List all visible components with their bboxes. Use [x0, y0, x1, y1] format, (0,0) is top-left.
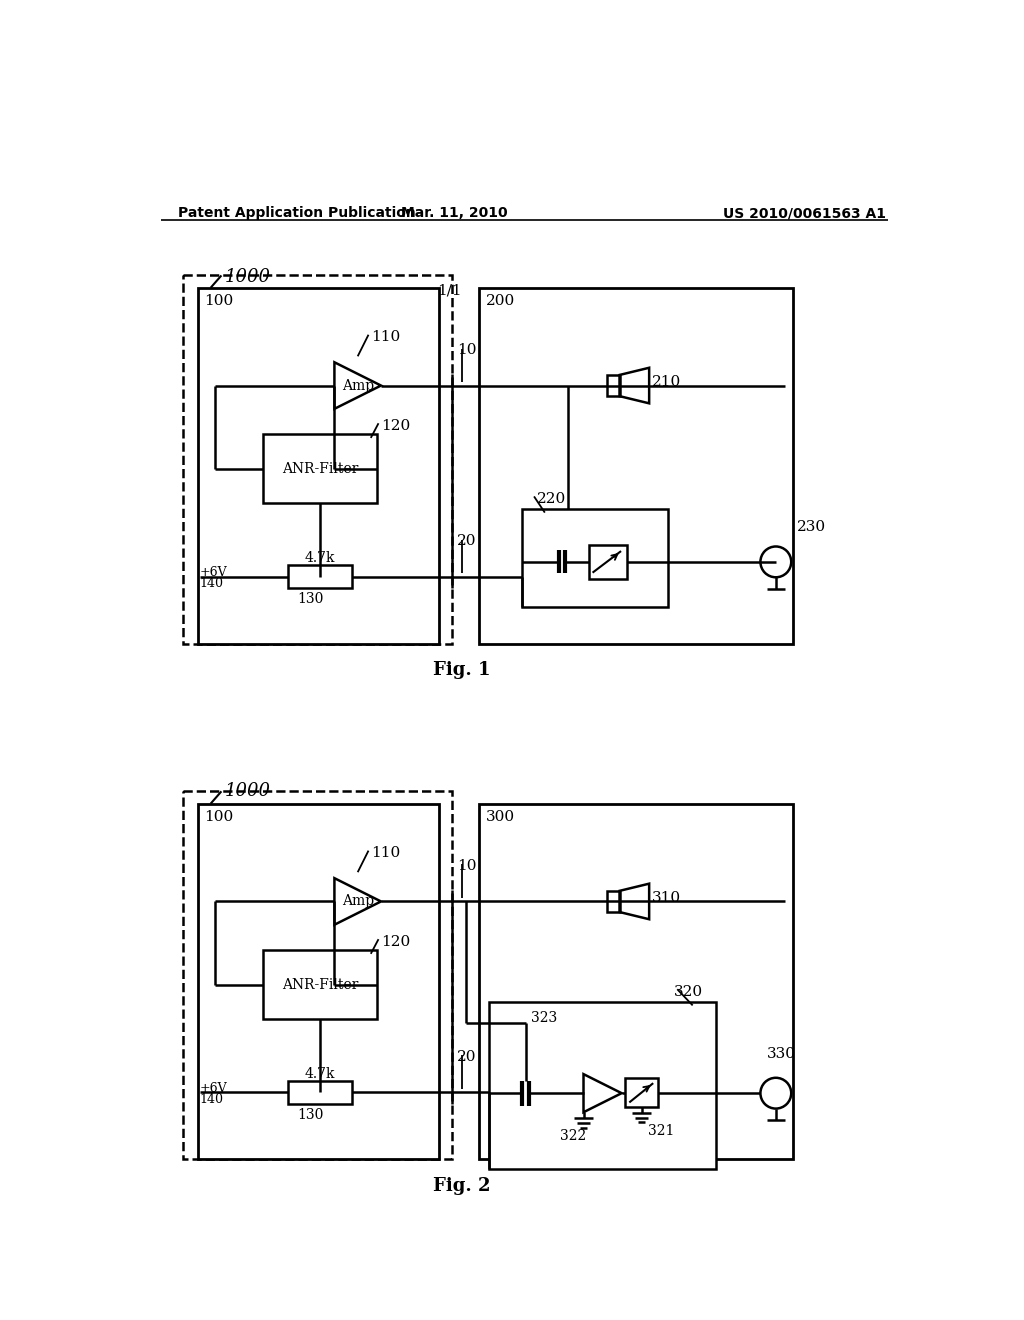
Bar: [478, 288, 793, 644]
Bar: [289, 565, 351, 589]
Text: 323: 323: [531, 1011, 557, 1024]
Text: 140: 140: [200, 577, 224, 590]
Text: 120: 120: [381, 935, 410, 949]
Text: 130: 130: [298, 591, 324, 606]
Bar: [521, 508, 668, 607]
Text: 4.7k: 4.7k: [305, 552, 335, 565]
Text: ANR-Filter: ANR-Filter: [282, 978, 358, 991]
Text: 110: 110: [372, 330, 400, 345]
Bar: [263, 434, 377, 503]
Text: 300: 300: [486, 810, 515, 824]
Text: 20: 20: [457, 535, 476, 548]
Text: 200: 200: [486, 294, 515, 308]
Text: 1000: 1000: [224, 268, 270, 285]
Bar: [183, 276, 453, 644]
Text: Mar. 11, 2010: Mar. 11, 2010: [400, 206, 507, 220]
Text: ANR-Filter: ANR-Filter: [282, 462, 358, 475]
Text: +6V: +6V: [200, 1082, 227, 1096]
Text: 100: 100: [205, 810, 233, 824]
Text: Amp: Amp: [342, 379, 374, 392]
Text: +6V: +6V: [200, 566, 227, 579]
Text: US 2010/0061563 A1: US 2010/0061563 A1: [724, 206, 887, 220]
Text: 10: 10: [457, 343, 476, 358]
Text: 320: 320: [674, 985, 702, 999]
Bar: [607, 891, 620, 912]
Text: 1/1: 1/1: [437, 284, 462, 297]
Text: 322: 322: [560, 1129, 587, 1143]
Text: 330: 330: [767, 1047, 796, 1061]
Bar: [488, 1002, 716, 1170]
Bar: [199, 804, 438, 1159]
Text: 310: 310: [652, 891, 681, 904]
Bar: [626, 1077, 657, 1107]
Bar: [289, 1081, 351, 1104]
Bar: [263, 950, 377, 1019]
Text: 230: 230: [798, 520, 826, 533]
Text: 1000: 1000: [224, 781, 270, 800]
Text: 120: 120: [381, 418, 410, 433]
Text: 20: 20: [457, 1051, 476, 1064]
Text: Fig. 2: Fig. 2: [433, 1177, 490, 1195]
Bar: [478, 804, 793, 1159]
Text: 10: 10: [457, 859, 476, 873]
Text: 140: 140: [200, 1093, 224, 1106]
Text: 210: 210: [652, 375, 681, 389]
Text: 321: 321: [648, 1125, 674, 1138]
Text: Patent Application Publication: Patent Application Publication: [178, 206, 416, 220]
Text: Amp: Amp: [342, 895, 374, 908]
Bar: [183, 792, 453, 1159]
Text: 220: 220: [538, 492, 566, 506]
Bar: [607, 375, 620, 396]
Bar: [199, 288, 438, 644]
Text: 4.7k: 4.7k: [305, 1067, 335, 1081]
Text: 100: 100: [205, 294, 233, 308]
Text: 130: 130: [298, 1107, 324, 1122]
Bar: [589, 545, 628, 578]
Text: Fig. 1: Fig. 1: [433, 661, 490, 680]
Text: 110: 110: [372, 846, 400, 861]
